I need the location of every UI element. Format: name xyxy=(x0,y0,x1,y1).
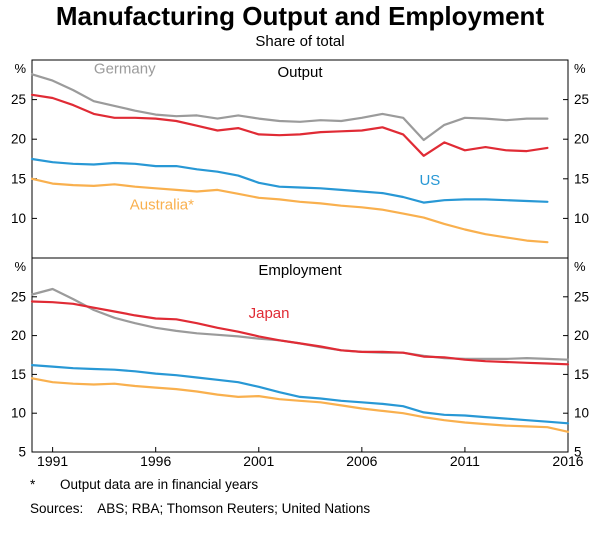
panel-title-output: Output xyxy=(277,64,323,81)
y-tick-label-left: 10 xyxy=(11,406,26,421)
y-tick-label-left: 15 xyxy=(11,171,26,186)
unit-label-right-employment: % xyxy=(574,259,586,274)
y-tick-label-left: 5 xyxy=(18,445,26,460)
sources-label: Sources: xyxy=(30,501,84,516)
line-australia-employment xyxy=(30,377,570,433)
unit-label-right-output: % xyxy=(574,61,586,76)
y-tick-label-right: 15 xyxy=(574,367,589,382)
y-tick-label-left: 15 xyxy=(11,367,26,382)
footnote-marker: * xyxy=(30,477,36,492)
sources-text: ABS; RBA; Thomson Reuters; United Nation… xyxy=(97,501,371,516)
unit-label-left-employment: % xyxy=(14,259,26,274)
footnote: * Output data are in financial years xyxy=(30,477,258,492)
y-tick-label-left: 10 xyxy=(11,211,26,226)
y-tick-label-left: 25 xyxy=(11,92,26,107)
panel-border-output xyxy=(31,59,569,259)
series-label-japan: Japan xyxy=(249,305,290,322)
x-tick-label: 2006 xyxy=(346,453,377,469)
panel-title-employment: Employment xyxy=(258,262,342,279)
y-tick-label-right: 10 xyxy=(574,406,589,421)
line-us-output xyxy=(30,157,549,204)
y-tick-label-right: 15 xyxy=(574,171,589,186)
x-tick-label: 2001 xyxy=(243,453,274,469)
series-label-us: US xyxy=(419,172,440,189)
x-tick-label: 2011 xyxy=(450,453,480,469)
y-tick-label-right: 10 xyxy=(574,211,589,226)
chart-subtitle: Share of total xyxy=(255,33,345,50)
y-tick-label-left: 25 xyxy=(11,289,26,304)
panel-border-employment xyxy=(31,257,569,453)
y-tick-label-right: 20 xyxy=(574,328,589,343)
series-label-australia: Australia* xyxy=(130,197,194,214)
x-tick-label: 1991 xyxy=(37,453,68,469)
chart-title: Manufacturing Output and Employment xyxy=(55,1,545,31)
x-tick-label: 2016 xyxy=(552,453,583,469)
y-tick-label-left: 20 xyxy=(11,328,26,343)
line-australia-output xyxy=(30,177,549,244)
sources-line: Sources: ABS; RBA; Thomson Reuters; Unite… xyxy=(30,501,370,516)
line-us-employment xyxy=(30,364,570,425)
y-tick-label-right: 25 xyxy=(574,289,589,304)
footnote-text: Output data are in financial years xyxy=(60,477,259,492)
line-germany-output xyxy=(30,73,549,142)
series-label-germany: Germany xyxy=(94,60,156,77)
y-tick-label-right: 20 xyxy=(574,132,589,147)
unit-label-left-output: % xyxy=(14,61,26,76)
line-japan-output xyxy=(30,93,549,157)
x-tick-label: 1996 xyxy=(140,453,171,469)
y-tick-label-left: 20 xyxy=(11,132,26,147)
line-japan-employment xyxy=(30,300,570,366)
y-tick-label-right: 5 xyxy=(574,445,582,460)
y-tick-label-right: 25 xyxy=(574,92,589,107)
line-germany-employment xyxy=(30,287,570,361)
